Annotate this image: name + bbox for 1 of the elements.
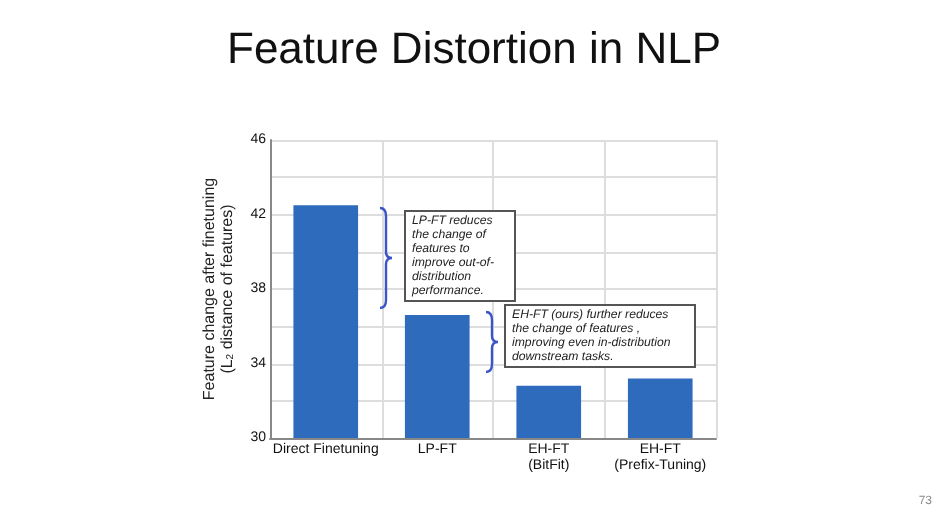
chart-title: Feature Distortion in NLP [227,23,721,73]
